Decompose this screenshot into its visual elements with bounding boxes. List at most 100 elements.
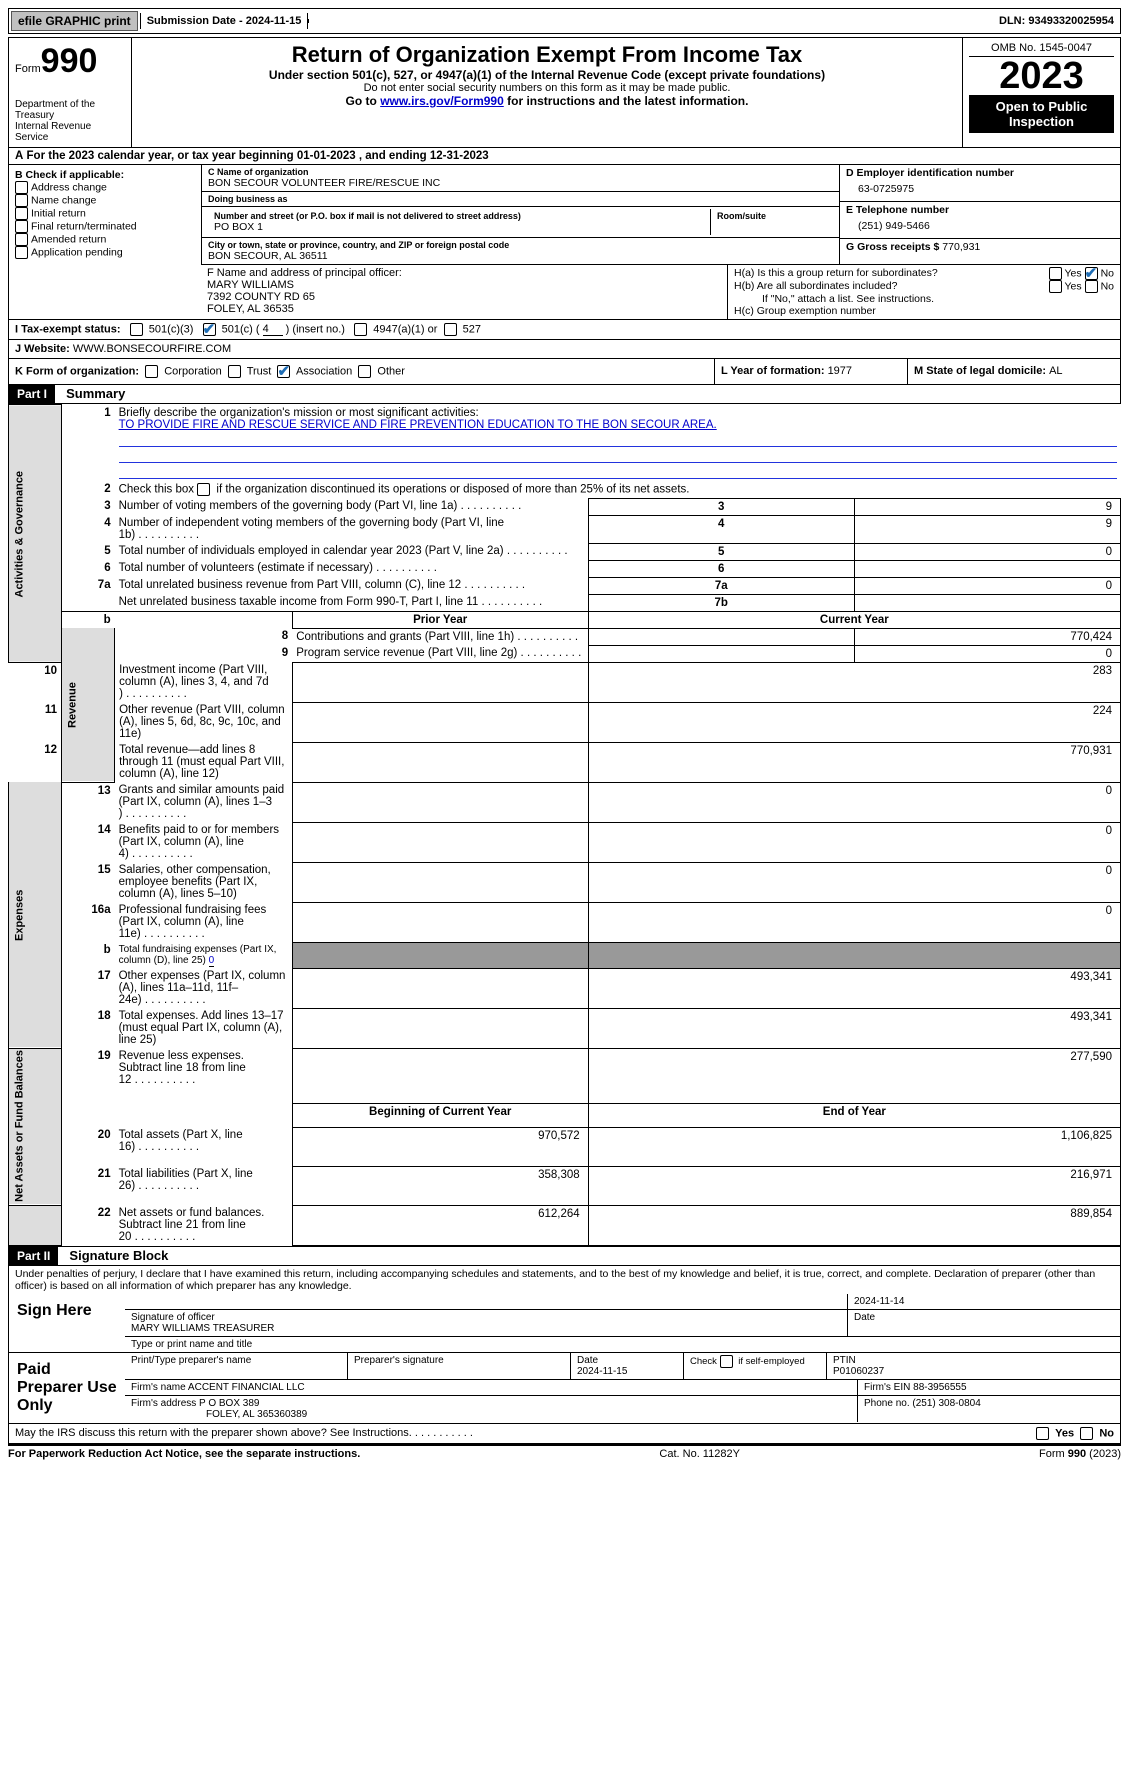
l22-label: Net assets or fund balances. Subtract li… (115, 1205, 293, 1245)
ptin-value: P01060237 (833, 1366, 884, 1377)
checkbox-amended[interactable] (15, 233, 28, 246)
phone-label: E Telephone number (846, 204, 1114, 216)
l11-label: Other revenue (Part VIII, column (A), li… (115, 702, 293, 742)
dept-treasury: Department of the Treasury (15, 99, 125, 121)
l22-curr: 889,854 (588, 1205, 1120, 1245)
year-formation-value: 1977 (828, 365, 852, 377)
checkbox-initial-return[interactable] (15, 207, 28, 220)
row-j: J Website: WWW.BONSECOURFIRE.COM (8, 340, 1121, 359)
checkbox-hb-yes[interactable] (1049, 280, 1062, 293)
prior-year-header: Prior Year (292, 611, 588, 628)
checkbox-hb-no[interactable] (1085, 280, 1098, 293)
org-name: BON SECOUR VOLUNTEER FIRE/RESCUE INC (208, 177, 833, 189)
part-i-header: Part I (9, 385, 55, 403)
paid-preparer-label: Paid Preparer Use Only (9, 1353, 125, 1423)
l7a-label: Total unrelated business revenue from Pa… (115, 577, 589, 594)
l6-label: Total number of volunteers (estimate if … (115, 560, 589, 577)
checkbox-527[interactable] (444, 323, 457, 336)
tax-year: 2023 (969, 57, 1114, 95)
checkbox-corp[interactable] (145, 365, 158, 378)
footer-mid: Cat. No. 11282Y (659, 1448, 740, 1460)
current-year-header: Current Year (588, 611, 1120, 628)
year-formation-label: L Year of formation: (721, 365, 828, 377)
l6-value (854, 560, 1120, 577)
line-a: A For the 2023 calendar year, or tax yea… (8, 148, 1121, 165)
top-bar: efile GRAPHIC print Submission Date - 20… (8, 8, 1121, 34)
checkbox-trust[interactable] (228, 365, 241, 378)
part-ii-header: Part II (9, 1247, 58, 1265)
checkbox-501c3[interactable] (130, 323, 143, 336)
firm-phone: (251) 308-0804 (912, 1398, 980, 1409)
ein-value: 63-0725975 (846, 179, 1114, 199)
irs-link[interactable]: www.irs.gov/Form990 (380, 94, 504, 108)
tax-exempt-label: I Tax-exempt status: (15, 323, 121, 335)
efile-print-button[interactable]: efile GRAPHIC print (11, 11, 138, 31)
ein-label: D Employer identification number (846, 167, 1114, 179)
l21-curr: 216,971 (588, 1166, 1120, 1205)
footer-right: Form 990 (2023) (1039, 1448, 1121, 1460)
checkbox-self-employed[interactable] (720, 1355, 733, 1368)
checkbox-ha-no[interactable] (1085, 267, 1098, 280)
self-employed: Check if self-employed (684, 1353, 827, 1379)
l12-label: Total revenue—add lines 8 through 11 (mu… (115, 742, 293, 782)
checkbox-501c[interactable] (203, 323, 216, 336)
checkbox-other[interactable] (358, 365, 371, 378)
l5-value: 0 (854, 543, 1120, 560)
website-value: WWW.BONSECOURFIRE.COM (73, 343, 231, 355)
gross-receipts-label: G Gross receipts $ (846, 241, 942, 253)
form-title: Return of Organization Exempt From Incom… (138, 42, 956, 68)
l16b-label: Total fundraising expenses (Part IX, col… (115, 942, 293, 968)
sign-here-label: Sign Here (9, 1294, 125, 1352)
l18-value: 493,341 (588, 1008, 1120, 1048)
l9-label: Program service revenue (Part VIII, line… (292, 645, 588, 662)
l14-value: 0 (588, 822, 1120, 862)
l17-value: 493,341 (588, 968, 1120, 1008)
checkbox-discontinued[interactable] (197, 483, 210, 496)
checkbox-name-change[interactable] (15, 194, 28, 207)
checkbox-assoc[interactable] (277, 365, 290, 378)
org-name-label: C Name of organization (208, 167, 833, 177)
goto-line: Go to www.irs.gov/Form990 for instructio… (138, 94, 956, 108)
l2-label: Check this box if the organization disco… (115, 481, 1121, 499)
firm-ein: 88-3956555 (913, 1382, 966, 1393)
l8-label: Contributions and grants (Part VIII, lin… (292, 628, 588, 645)
checkbox-final-return[interactable] (15, 220, 28, 233)
prep-sig-label: Preparer's signature (348, 1353, 571, 1379)
l10-label: Investment income (Part VIII, column (A)… (115, 662, 293, 702)
box-b-title: B Check if applicable: (15, 169, 195, 181)
date-label: Date (848, 1310, 1120, 1336)
form-label: Form (15, 63, 41, 75)
checkbox-ha-yes[interactable] (1049, 267, 1062, 280)
row-klm: K Form of organization: Corporation Trus… (8, 359, 1121, 385)
part-i-title: Summary (58, 384, 133, 403)
tab-activities: Activities & Governance (9, 405, 62, 663)
irs-label: Internal Revenue Service (15, 121, 125, 143)
checkbox-4947[interactable] (354, 323, 367, 336)
checkbox-discuss-no[interactable] (1080, 1427, 1093, 1440)
dln: DLN: 93493320025954 (993, 13, 1120, 29)
l4-value: 9 (854, 515, 1120, 543)
city-label: City or town, state or province, country… (208, 240, 833, 250)
l15-label: Salaries, other compensation, employee b… (115, 862, 293, 902)
perjury-text: Under penalties of perjury, I declare th… (8, 1266, 1121, 1294)
hc-label: H(c) Group exemption number (734, 305, 1114, 317)
insert-no: 4 (263, 323, 283, 336)
l17-label: Other expenses (Part IX, column (A), lin… (115, 968, 293, 1008)
checkbox-app-pending[interactable] (15, 246, 28, 259)
l15-value: 0 (588, 862, 1120, 902)
hb-label: H(b) Are all subordinates included? (734, 280, 1049, 293)
l8-value: 770,424 (854, 628, 1120, 645)
l14-label: Benefits paid to or for members (Part IX… (115, 822, 293, 862)
checkbox-address-change[interactable] (15, 181, 28, 194)
l10-value: 283 (588, 662, 1120, 702)
fh-row: F Name and address of principal officer:… (8, 264, 1121, 320)
discuss-label: May the IRS discuss this return with the… (15, 1427, 1036, 1440)
prep-name-label: Print/Type preparer's name (125, 1353, 348, 1379)
checkbox-discuss-yes[interactable] (1036, 1427, 1049, 1440)
open-to-public: Open to Public Inspection (969, 95, 1114, 133)
ha-label: H(a) Is this a group return for subordin… (734, 267, 1049, 280)
firm-name: ACCENT FINANCIAL LLC (188, 1382, 305, 1393)
street-label: Number and street (or P.O. box if mail i… (214, 211, 704, 221)
domicile-label: M State of legal domicile: (914, 365, 1049, 377)
hb-note: If "No," attach a list. See instructions… (734, 293, 1114, 305)
